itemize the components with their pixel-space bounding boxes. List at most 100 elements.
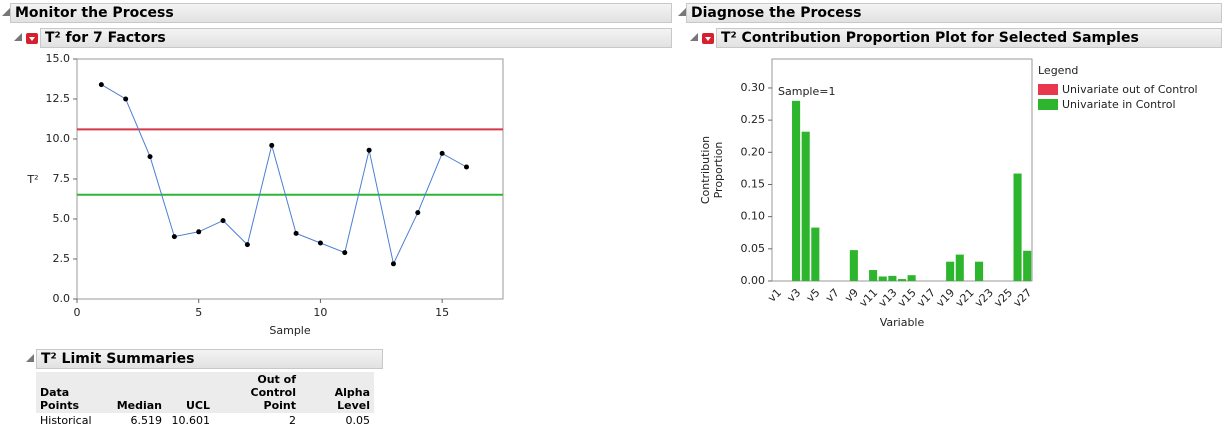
chart-title: T² for 7 Factors [45,30,166,46]
header-row: Data Points Median UCL Out of Control Point… [36,372,374,413]
panel-title: Monitor the Process [15,5,174,21]
y-tick-label: 0.30 [741,81,766,94]
y-axis-label: T² [26,173,38,186]
point [196,229,202,235]
annotation: Sample=1 [778,85,835,98]
x-tick-label: 10 [313,306,327,319]
panel-header[interactable]: Monitor the Process [10,3,672,23]
x-tick-label: v11 [857,286,881,310]
y-axis-label: ContributionProportion [699,136,725,204]
column-header: Out of Control Point [214,372,300,413]
y-tick-label: 5.0 [53,212,71,225]
y-tick-label: 2.5 [53,252,71,265]
bar [907,275,916,281]
bar [888,275,897,281]
point [317,240,323,246]
x-tick-label: v1 [765,286,784,305]
x-tick-label: v25 [991,286,1015,310]
x-tick-label: v3 [785,286,804,305]
disclosure[interactable] [14,33,22,41]
table-title: T² Limit Summaries [41,351,195,367]
limit-table: Data Points Median UCL Out of Control Point… [36,372,374,428]
point [244,242,250,248]
bar [1023,250,1032,281]
x-axis-label: Sample [269,324,310,337]
panel-header[interactable]: T² for 7 Factors [40,28,672,48]
legend-label: Univariate out of Control [1062,83,1198,96]
point [123,96,129,102]
point [220,218,226,224]
panel-title: Diagnose the Process [691,5,862,21]
disclosure[interactable] [2,8,10,16]
column-header: Data Points [36,372,112,413]
y-tick-label: 0.05 [741,242,766,255]
table-cell: 2 [289,414,296,427]
point [366,147,372,153]
bar [801,131,810,281]
point [293,230,299,236]
bar [955,254,964,281]
table-cell: 10.601 [171,414,211,427]
y-tick-label: 0.0 [53,292,71,305]
point [439,150,445,156]
y-tick-label: 0.25 [741,113,766,126]
disclosure[interactable] [26,354,34,362]
bar [897,279,907,281]
legend-swatch [1038,99,1058,110]
x-tick-label: v17 [914,286,938,310]
point [171,234,177,240]
table-body: Historical 6.519 10.601 2 0.05 [36,413,374,428]
chart-title: T² Contribution Proportion Plot for Sele… [721,30,1139,46]
bar [811,227,820,281]
bar [946,261,955,281]
y-tick-label: 0.15 [741,177,766,190]
x-tick-label: v19 [934,286,958,310]
disclosure[interactable] [678,8,686,16]
bar [974,261,984,281]
x-axis-label: Variable [880,316,925,329]
x-tick-label: v13 [876,286,900,310]
point [342,250,348,256]
y-tick-label: 0.20 [741,145,766,158]
legend-swatch [1038,84,1058,95]
x-tick-label: v21 [953,286,977,310]
panel-header[interactable]: Diagnose the Process [686,3,1222,23]
bar [1013,173,1022,281]
legend-title: Legend [1038,64,1078,77]
y-tick-label: 15.0 [46,52,71,65]
table-row: Historical 6.519 10.601 2 0.05 [36,413,374,428]
bar [878,276,887,281]
point [390,261,396,267]
x-tick-label: 5 [195,306,202,319]
table-cell: 6.519 [130,414,163,427]
point [269,142,275,148]
legend-label: Univariate in Control [1062,98,1176,111]
x-tick-label: v27 [1011,286,1035,310]
column-header: UCL [166,372,214,413]
table-cell: 0.05 [345,414,371,427]
x-tick-label: 15 [435,306,449,319]
y-tick-label: 10.0 [46,132,71,145]
x-tick-label: v15 [895,286,919,310]
point [463,164,469,170]
x-tick-label: v23 [972,286,996,310]
menu-button[interactable] [702,33,714,44]
x-tick-label: v5 [804,286,823,305]
panel-header[interactable]: T² Limit Summaries [36,349,383,369]
y-tick-label: 0.10 [741,210,766,223]
x-tick-label: 0 [74,306,81,319]
x-tick-label: v7 [823,286,842,305]
disclosure[interactable] [690,33,698,41]
point [98,82,104,88]
panel-header[interactable]: T² Contribution Proportion Plot for Sele… [716,28,1222,48]
menu-button[interactable] [26,33,38,44]
point [415,210,421,216]
column-header: Alpha Level [300,372,374,413]
y-tick-label: 12.5 [46,92,71,105]
y-tick-label: 0.00 [741,274,766,287]
bar [792,100,801,282]
series-line [101,84,467,266]
bar [849,250,858,281]
